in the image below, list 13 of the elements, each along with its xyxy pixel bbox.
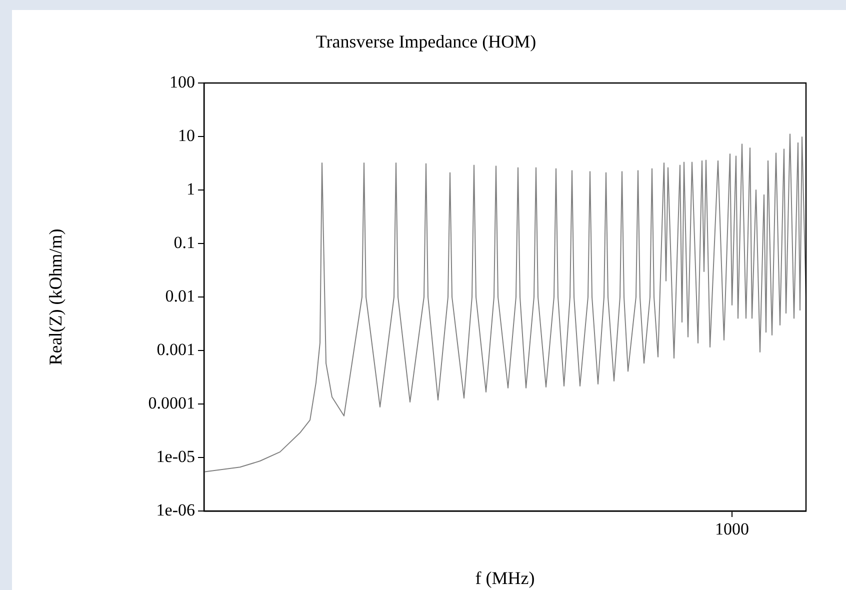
y-axis-title: Real(Z) (kOhm/m)	[46, 228, 66, 366]
x-tick-label: 1000	[715, 520, 749, 539]
y-tick-label: 100	[170, 72, 195, 92]
y-tick-label: 10	[178, 126, 195, 145]
y-tick-label: 0.1	[174, 232, 195, 252]
chart-title: Transverse Impedance (HOM)	[316, 32, 536, 52]
y-tick-label: 0.001	[156, 340, 195, 359]
y-tick-label: 1e-06	[156, 500, 195, 520]
y-tick-label: 1	[186, 179, 195, 198]
y-tick-label: 0.01	[165, 286, 195, 306]
y-tick-label: 1e-05	[156, 446, 195, 466]
y-tick-label: 0.0001	[148, 393, 195, 412]
x-axis-title: f (MHz)	[475, 568, 535, 588]
